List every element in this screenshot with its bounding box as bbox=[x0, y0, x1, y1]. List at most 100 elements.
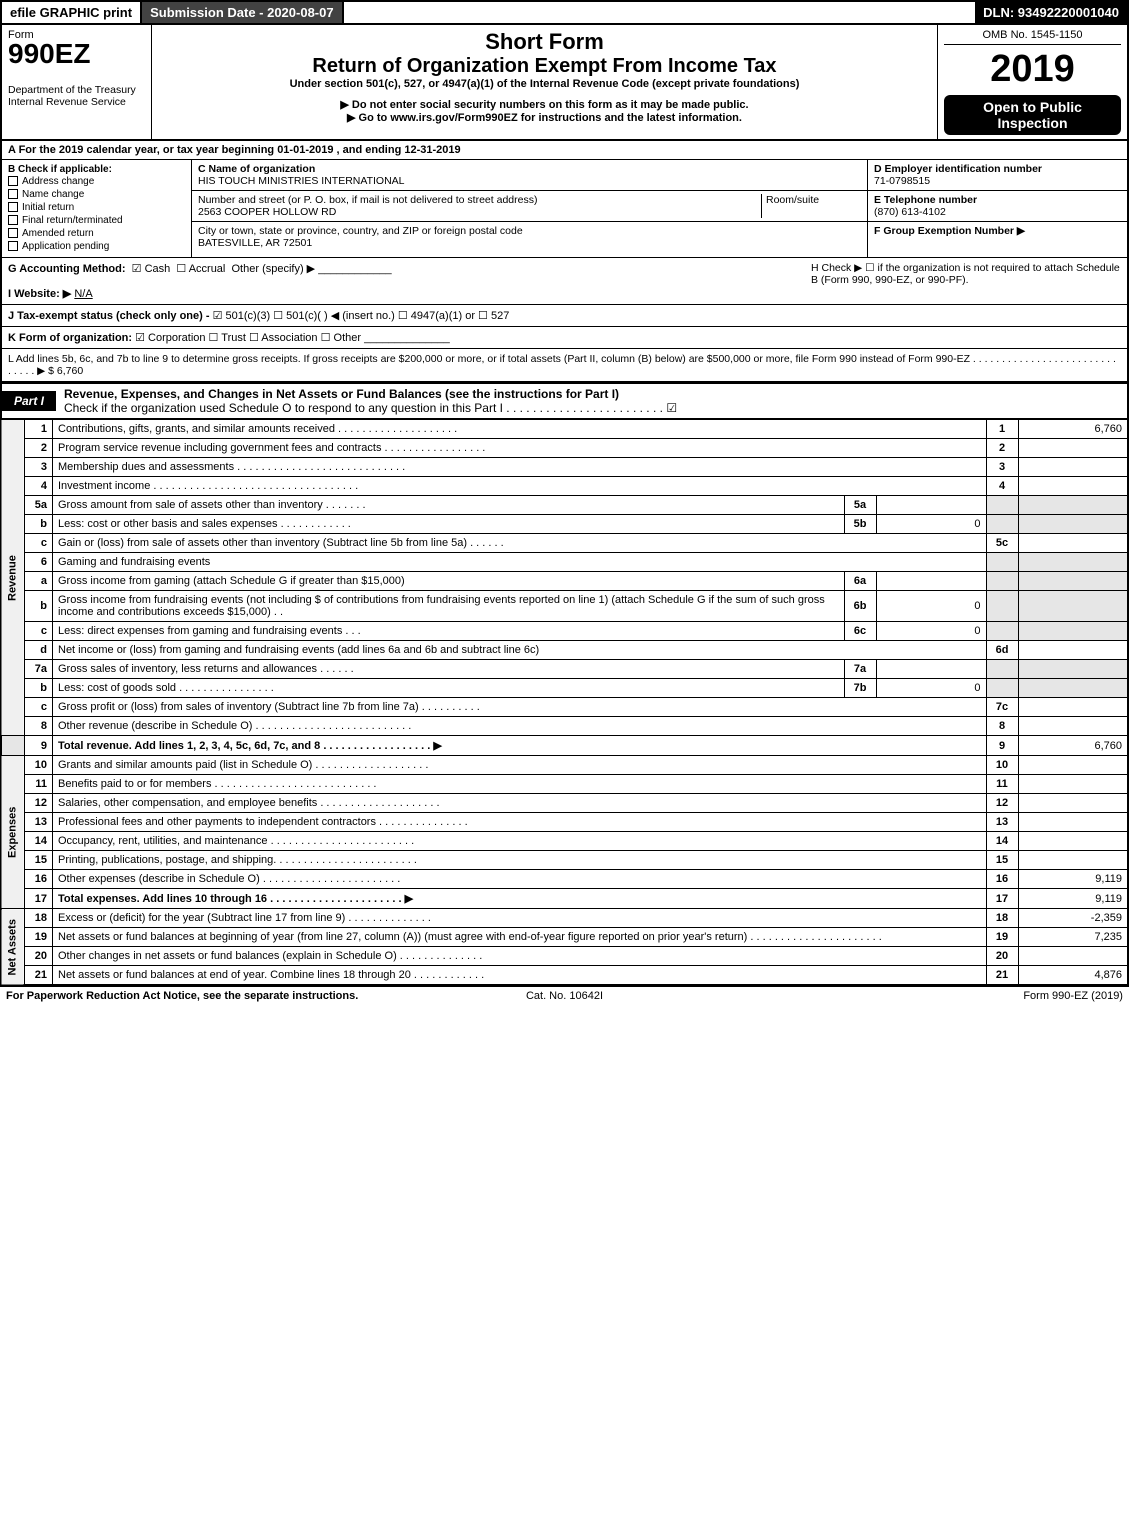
accounting-other: Other (specify) ▶ bbox=[232, 263, 316, 275]
form-org-opts: ☑ Corporation ☐ Trust ☐ Association ☐ Ot… bbox=[135, 332, 361, 344]
line-18-text: Excess or (deficit) for the year (Subtra… bbox=[53, 909, 987, 928]
line-7b-ival: 0 bbox=[876, 679, 986, 698]
efile-label[interactable]: efile GRAPHIC print bbox=[2, 2, 140, 23]
line-7b-text: Less: cost of goods sold . . . . . . . .… bbox=[53, 679, 845, 698]
line-15-val bbox=[1018, 851, 1128, 870]
line-7b-num: b bbox=[25, 679, 53, 698]
line-3-val bbox=[1018, 458, 1128, 477]
line-20-val bbox=[1018, 947, 1128, 966]
street-label: Number and street (or P. O. box, if mail… bbox=[198, 194, 537, 206]
line-9-num: 9 bbox=[25, 736, 53, 756]
line-1-num: 1 bbox=[25, 420, 53, 439]
line-11-val bbox=[1018, 775, 1128, 794]
line-3-box: 3 bbox=[986, 458, 1018, 477]
expenses-section-label: Expenses bbox=[1, 756, 25, 909]
line-1-val: 6,760 bbox=[1018, 420, 1128, 439]
line-21-box: 21 bbox=[986, 966, 1018, 986]
line-12-val bbox=[1018, 794, 1128, 813]
entity-info-grid: B Check if applicable: Address change Na… bbox=[0, 160, 1129, 258]
line-5b-ibox: 5b bbox=[844, 515, 876, 534]
line-6c-rval bbox=[1018, 622, 1128, 641]
line-12-box: 12 bbox=[986, 794, 1018, 813]
line-17-text: Total expenses. Add lines 10 through 16 … bbox=[53, 889, 987, 909]
street-value: 2563 COOPER HOLLOW RD bbox=[198, 206, 336, 218]
line-6a-ival bbox=[876, 572, 986, 591]
line-6d-num: d bbox=[25, 641, 53, 660]
chk-address[interactable] bbox=[8, 176, 18, 186]
chk-final[interactable] bbox=[8, 215, 18, 225]
return-title: Return of Organization Exempt From Incom… bbox=[158, 55, 931, 78]
line-5b-text: Less: cost or other basis and sales expe… bbox=[53, 515, 845, 534]
form-number: 990EZ bbox=[8, 41, 145, 66]
line-2-text: Program service revenue including govern… bbox=[53, 439, 987, 458]
city-value: BATESVILLE, AR 72501 bbox=[198, 237, 312, 249]
open-to-public: Open to Public Inspection bbox=[944, 95, 1121, 135]
line-8-text: Other revenue (describe in Schedule O) .… bbox=[53, 717, 987, 736]
chk-amended-label: Amended return bbox=[22, 228, 94, 239]
row-a: A For the 2019 calendar year, or tax yea… bbox=[0, 141, 1129, 160]
org-name: HIS TOUCH MINISTRIES INTERNATIONAL bbox=[198, 175, 405, 187]
col-b: B Check if applicable: Address change Na… bbox=[2, 160, 192, 257]
line-9-val: 6,760 bbox=[1018, 736, 1128, 756]
line-14-num: 14 bbox=[25, 832, 53, 851]
line-5c-num: c bbox=[25, 534, 53, 553]
line-5b-rval bbox=[1018, 515, 1128, 534]
phone-value: (870) 613-4102 bbox=[874, 206, 946, 218]
chk-name[interactable] bbox=[8, 189, 18, 199]
irs-label: Internal Revenue Service bbox=[8, 96, 145, 108]
line-7c-text: Gross profit or (loss) from sales of inv… bbox=[53, 698, 987, 717]
topbar-spacer bbox=[344, 2, 976, 23]
line-6-rval bbox=[1018, 553, 1128, 572]
line-7b-rval bbox=[1018, 679, 1128, 698]
line-19-text: Net assets or fund balances at beginning… bbox=[53, 928, 987, 947]
line-12-num: 12 bbox=[25, 794, 53, 813]
line-7b-rbox bbox=[986, 679, 1018, 698]
line-5b-rbox bbox=[986, 515, 1018, 534]
ein-label: D Employer identification number bbox=[874, 163, 1042, 175]
chk-initial[interactable] bbox=[8, 202, 18, 212]
line-13-box: 13 bbox=[986, 813, 1018, 832]
line-5a-ival bbox=[876, 496, 986, 515]
line-6d-text: Net income or (loss) from gaming and fun… bbox=[53, 641, 987, 660]
paperwork-notice: For Paperwork Reduction Act Notice, see … bbox=[6, 990, 378, 1002]
line-14-box: 14 bbox=[986, 832, 1018, 851]
line-5c-text: Gain or (loss) from sale of assets other… bbox=[53, 534, 987, 553]
line-1-box: 1 bbox=[986, 420, 1018, 439]
line-6-rbox bbox=[986, 553, 1018, 572]
line-7a-ibox: 7a bbox=[844, 660, 876, 679]
line-18-num: 18 bbox=[25, 909, 53, 928]
page-footer: For Paperwork Reduction Act Notice, see … bbox=[0, 986, 1129, 1005]
goto-link[interactable]: ▶ Go to www.irs.gov/Form990EZ for instru… bbox=[158, 111, 931, 124]
ssn-note: ▶ Do not enter social security numbers o… bbox=[158, 98, 931, 111]
omb-number: OMB No. 1545-1150 bbox=[944, 29, 1121, 45]
line-6a-text: Gross income from gaming (attach Schedul… bbox=[53, 572, 845, 591]
cat-no: Cat. No. 10642I bbox=[378, 990, 750, 1002]
line-21-text: Net assets or fund balances at end of ye… bbox=[53, 966, 987, 986]
line-17-num: 17 bbox=[25, 889, 53, 909]
line-6a-rbox bbox=[986, 572, 1018, 591]
top-bar: efile GRAPHIC print Submission Date - 20… bbox=[0, 0, 1129, 25]
dln-label: DLN: 93492220001040 bbox=[975, 2, 1127, 23]
line-4-num: 4 bbox=[25, 477, 53, 496]
chk-pending[interactable] bbox=[8, 241, 18, 251]
under-section: Under section 501(c), 527, or 4947(a)(1)… bbox=[158, 78, 931, 90]
netassets-section-label: Net Assets bbox=[1, 909, 25, 986]
line-21-num: 21 bbox=[25, 966, 53, 986]
line-6-num: 6 bbox=[25, 553, 53, 572]
line-20-box: 20 bbox=[986, 947, 1018, 966]
line-12-text: Salaries, other compensation, and employ… bbox=[53, 794, 987, 813]
chk-amended[interactable] bbox=[8, 228, 18, 238]
line-10-num: 10 bbox=[25, 756, 53, 775]
line-5b-ival: 0 bbox=[876, 515, 986, 534]
line-7a-rval bbox=[1018, 660, 1128, 679]
line-18-box: 18 bbox=[986, 909, 1018, 928]
accounting-accrual: Accrual bbox=[189, 263, 226, 275]
line-4-box: 4 bbox=[986, 477, 1018, 496]
line-19-val: 7,235 bbox=[1018, 928, 1128, 947]
line-16-num: 16 bbox=[25, 870, 53, 889]
part1-label: Part I bbox=[2, 391, 56, 411]
line-20-text: Other changes in net assets or fund bala… bbox=[53, 947, 987, 966]
line-11-text: Benefits paid to or for members . . . . … bbox=[53, 775, 987, 794]
line-10-text: Grants and similar amounts paid (list in… bbox=[53, 756, 987, 775]
line-11-box: 11 bbox=[986, 775, 1018, 794]
